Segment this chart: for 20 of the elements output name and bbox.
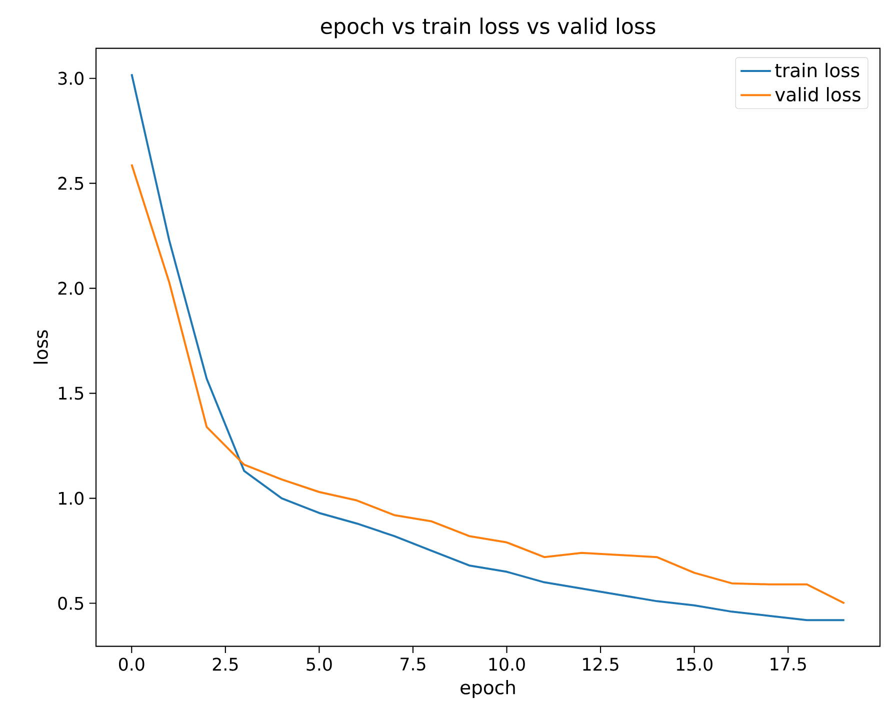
x-tick-label: 12.5	[583, 658, 618, 671]
chart-title: epoch vs train loss vs valid loss	[321, 18, 656, 38]
x-tick-label: 5.0	[306, 658, 332, 671]
legend-label: valid loss	[775, 87, 860, 102]
x-tick-label: 7.5	[400, 658, 426, 671]
y-tick-label: 1.0	[58, 492, 84, 505]
x-tick-label: 15.0	[676, 658, 712, 671]
y-tick-label: 3.0	[58, 72, 84, 85]
y-tick-label: 1.5	[58, 386, 84, 400]
x-axis-title: epoch	[460, 680, 515, 698]
y-tick-label: 0.5	[58, 596, 84, 610]
x-tick-label: 17.5	[770, 658, 806, 671]
legend-label: train loss	[775, 62, 860, 78]
y-axis-title: loss	[33, 330, 48, 364]
x-tick-label: 0.0	[119, 658, 144, 671]
y-tick-label: 2.0	[58, 282, 84, 295]
x-tick-label: 2.5	[212, 658, 238, 671]
x-tick-label: 10.0	[489, 658, 525, 671]
line-series	[130, 163, 846, 604]
y-tick-label: 2.5	[58, 176, 84, 190]
